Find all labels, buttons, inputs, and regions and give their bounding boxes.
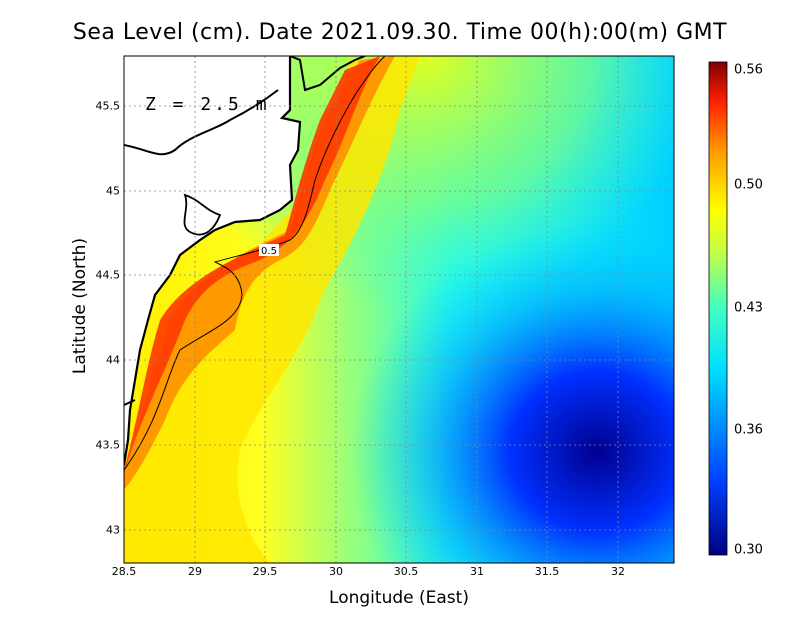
x-axis-label: Longitude (East) xyxy=(329,588,469,608)
colorbar-tick-label: 0.50 xyxy=(734,177,763,193)
coastline-north xyxy=(289,56,366,92)
y-tick-label: 43 xyxy=(106,523,120,537)
x-tick-label: 31 xyxy=(470,565,484,578)
contour-label-bg xyxy=(259,244,279,256)
lagoon-outline xyxy=(183,193,222,236)
sea-level-field xyxy=(124,56,674,563)
x-tick-label: 29 xyxy=(188,565,202,578)
land-mask xyxy=(124,56,300,465)
x-tick-label: 32 xyxy=(611,565,625,578)
x-tick-label: 30.5 xyxy=(393,565,419,578)
colorbar-tick-label: 0.56 xyxy=(734,62,763,78)
depth-annotation: Z = 2.5 m xyxy=(145,94,270,115)
y-tick-label: 45.5 xyxy=(95,99,121,113)
chart-title: Sea Level (cm). Date 2021.09.30. Time 00… xyxy=(72,20,728,45)
x-tick-label: 30 xyxy=(329,565,343,578)
grid-lines xyxy=(124,56,674,563)
plot-frame xyxy=(123,55,675,564)
y-tick-label: 43.5 xyxy=(95,438,121,452)
y-tick-label: 45 xyxy=(106,184,120,198)
y-tick-label: 44.5 xyxy=(95,268,121,282)
y-axis-label: Latitude (North) xyxy=(70,237,90,375)
colorbar-tick-label: 0.30 xyxy=(734,542,763,558)
x-tick-label: 29.5 xyxy=(252,565,278,578)
contour-label: 0.5 xyxy=(261,246,277,257)
colorbar-tick-label: 0.36 xyxy=(734,422,763,438)
x-tick-label: 28.5 xyxy=(111,565,137,578)
colorbar xyxy=(708,61,728,556)
contour-0-5-line xyxy=(124,56,386,471)
coastline xyxy=(124,56,302,466)
colorbar-tick-label: 0.43 xyxy=(734,300,763,316)
x-tick-label: 31.5 xyxy=(534,565,560,578)
y-tick-label: 44 xyxy=(106,353,120,367)
